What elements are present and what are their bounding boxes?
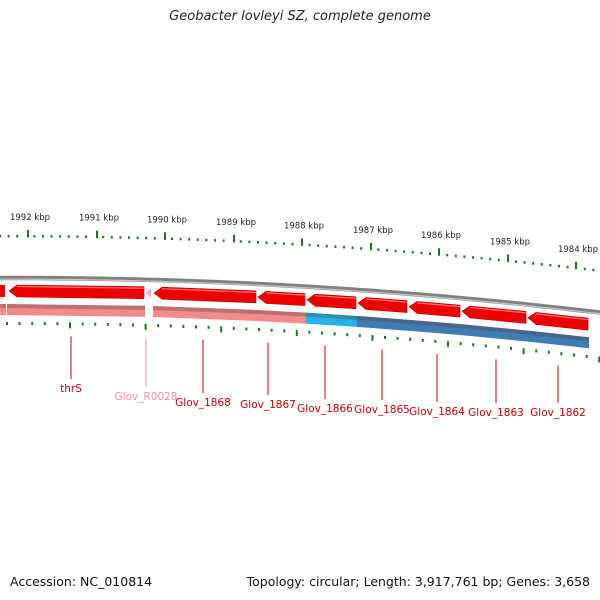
feature-label: Glov_1868 <box>175 397 231 409</box>
cds-arrow-Glov_1867-body <box>257 291 306 306</box>
cog-segment <box>408 319 461 336</box>
scale-ruler: 1992 kbp 1991 kbp 1990 kbp 1989 kbp 1988 kbp… <box>0 213 598 272</box>
scale-label: 1988 kbp <box>284 221 324 231</box>
cog-shade <box>0 304 6 308</box>
cog-segment <box>357 315 408 331</box>
cog-segment <box>306 312 357 327</box>
cog-segment <box>0 304 6 315</box>
cog-shade <box>7 304 145 310</box>
cds-arrow-Glov_1864-shine <box>416 302 461 308</box>
scale-label: 1984 kbp <box>558 245 598 255</box>
accession-text: Accession: NC_010814 <box>10 574 153 589</box>
feature-label: Glov_1865 <box>354 404 410 416</box>
cds-arrow-Glov_1866 <box>306 293 357 310</box>
cds-partial <box>0 284 5 297</box>
scale-label: 1986 kbp <box>421 231 461 241</box>
scale-label: 1991 kbp <box>79 214 119 224</box>
cog-shade <box>257 310 306 317</box>
map-title: Geobacter lovleyi SZ, complete genome <box>169 9 431 24</box>
feature-label: Glov_1866 <box>297 403 353 415</box>
cds-arrow-Glov_1866-body <box>306 293 357 310</box>
cog-segment <box>527 330 589 349</box>
cds-arrow-Glov_1864-body <box>408 301 461 318</box>
feature-label: Glov_1863 <box>468 407 524 419</box>
cds-arrow-Glov_1868 <box>153 286 257 304</box>
cog-shade <box>527 330 589 342</box>
scale-label: 1990 kbp <box>147 215 187 225</box>
lower-tick-ruler <box>6 321 600 363</box>
feature-label: Glov_1867 <box>240 399 296 411</box>
cds-arrow-Glov_1865 <box>357 297 408 313</box>
cds-arrow-Glov_1864 <box>408 301 461 318</box>
cds-arrow-thrS-body <box>8 284 145 300</box>
cds-arrow-Glov_1863-shine <box>469 306 527 314</box>
topology-text: Topology: circular; Length: 3,917,761 bp… <box>246 574 590 589</box>
backbone-track <box>0 275 600 315</box>
cds-arrow-Glov_1862-body <box>527 312 589 331</box>
cog-segment <box>153 306 257 321</box>
feature-label: Glov_1862 <box>530 407 586 419</box>
cog-shade <box>408 319 461 329</box>
backbone-line <box>0 275 600 315</box>
scale-label: 1992 kbp <box>10 213 50 223</box>
cds-arrow-Glov_1863 <box>461 305 527 324</box>
trna-arrow <box>146 287 151 298</box>
cds-arrow-thrS-shine <box>16 285 145 289</box>
cog-segment <box>461 324 527 342</box>
cog-shade <box>306 312 357 320</box>
cds-arrow-Glov_1862-shine <box>535 313 589 321</box>
cds-arrow-Glov_1868-body <box>153 286 257 304</box>
cds-arrow-Glov_1862 <box>527 312 589 331</box>
feature-track <box>0 284 589 331</box>
cds-arrow-Glov_1867 <box>257 291 306 306</box>
cds-arrow-Glov_1867-shine <box>265 292 306 296</box>
cog-track <box>0 304 589 349</box>
cog-segment <box>7 304 145 317</box>
scale-label: 1985 kbp <box>490 238 530 248</box>
cds-arrow-Glov_1865-body <box>357 297 408 313</box>
cds-arrow-thrS <box>8 284 145 300</box>
cds-arrow-Glov_1863-body <box>461 305 527 324</box>
cds-arrow-Glov_1866-shine <box>314 295 357 299</box>
cds-arrow-Glov_1865-shine <box>365 298 408 303</box>
feature-label: Glov_1864 <box>409 406 465 418</box>
cog-shade <box>461 324 527 335</box>
feature-label: thrS <box>60 383 82 395</box>
cog-shade <box>357 315 408 324</box>
backbone-highlight <box>0 278 600 315</box>
scale-label: 1987 kbp <box>353 226 393 236</box>
cds-arrow-Glov_1868-shine <box>161 288 257 293</box>
feature-label: Glov_R0028 <box>115 391 178 403</box>
cog-shade <box>153 306 257 314</box>
cog-segment <box>257 310 306 324</box>
scale-label: 1989 kbp <box>216 218 256 228</box>
